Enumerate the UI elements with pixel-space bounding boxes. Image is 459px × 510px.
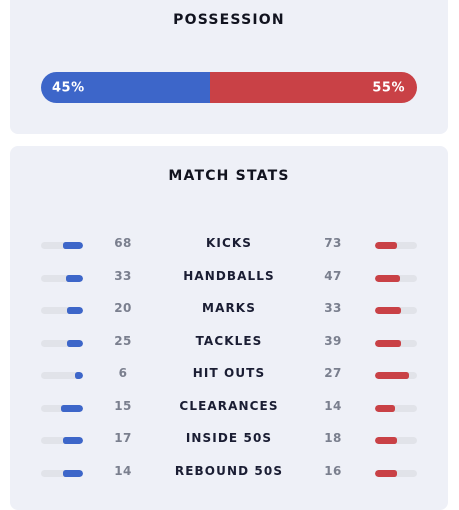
stat-label: MARKS — [202, 301, 256, 315]
home-stat-value: 15 — [114, 398, 132, 413]
away-stat-fill — [375, 274, 400, 282]
away-stat-value: 14 — [324, 398, 342, 413]
stat-row: 33 HANDBALLS 47 — [10, 267, 448, 300]
home-stat-fill — [66, 339, 83, 347]
away-stat-bar — [375, 372, 417, 379]
match-stats-card: MATCH STATS 68 KICKS 73 33 HANDBALLS 47 20 MARK… — [10, 146, 448, 510]
away-stat-bar — [375, 469, 417, 477]
stat-label: HANDBALLS — [183, 268, 275, 283]
stat-label: KICKS — [205, 236, 252, 250]
home-stat-value: 14 — [114, 463, 132, 478]
home-stat-bar — [41, 469, 83, 477]
home-stat-value: 6 — [118, 366, 128, 380]
away-stat-bar — [375, 274, 417, 282]
home-stat-value: 20 — [114, 301, 132, 315]
home-stat-value: 17 — [114, 431, 132, 445]
stat-row: 20 MARKS 33 — [10, 299, 448, 332]
home-stat-bar — [41, 437, 83, 444]
away-stat-bar — [375, 339, 417, 347]
away-stat-bar — [375, 307, 417, 314]
home-stat-fill — [62, 437, 83, 444]
away-stat-bar — [375, 404, 417, 412]
stat-row: 14 REBOUND 50S 16 — [10, 462, 448, 495]
away-stat-fill — [375, 469, 398, 477]
home-stat-bar — [41, 274, 83, 282]
home-stat-fill — [65, 274, 83, 282]
away-stat-value: 18 — [324, 431, 342, 445]
match-stats-title: MATCH STATS — [168, 168, 290, 184]
stat-row: 15 CLEARANCES 14 — [10, 397, 448, 430]
stat-label: TACKLES — [195, 333, 263, 348]
stat-row: 68 KICKS 73 — [10, 234, 448, 267]
home-stat-bar — [41, 372, 83, 379]
stat-label: INSIDE 50S — [185, 431, 273, 445]
home-stat-fill — [75, 372, 83, 379]
stat-label: REBOUND 50S — [174, 463, 284, 478]
home-stat-fill — [61, 404, 83, 412]
away-stat-value: 33 — [324, 301, 342, 315]
home-stat-fill — [67, 307, 83, 314]
home-stat-value: 33 — [114, 268, 132, 283]
away-stat-value: 73 — [324, 236, 342, 250]
away-stat-value: 47 — [324, 268, 342, 283]
stat-label: HIT OUTS — [192, 366, 266, 380]
stat-row: 6 HIT OUTS 27 — [10, 364, 448, 397]
away-stat-fill — [375, 372, 410, 379]
away-stat-value: 39 — [324, 333, 342, 348]
possession-away-segment: 55% — [210, 72, 417, 103]
home-stat-value: 68 — [114, 236, 132, 250]
away-stat-bar — [375, 242, 417, 249]
home-stat-bar — [41, 242, 83, 249]
possession-bar: 45% 55% — [41, 72, 417, 103]
home-stat-value: 25 — [114, 333, 132, 348]
away-stat-fill — [375, 307, 402, 314]
stat-row: 25 TACKLES 39 — [10, 332, 448, 365]
stat-label: CLEARANCES — [179, 398, 279, 413]
home-stat-bar — [41, 339, 83, 347]
possession-away-label: 55% — [372, 80, 405, 95]
match-stats-list: 68 KICKS 73 33 HANDBALLS 47 20 MARKS 33 25 TACKLES… — [10, 234, 448, 494]
away-stat-fill — [375, 404, 396, 412]
possession-home-segment: 45% — [41, 72, 211, 103]
away-stat-value: 16 — [324, 463, 342, 478]
stat-row: 17 INSIDE 50S 18 — [10, 429, 448, 462]
away-stat-fill — [375, 242, 397, 249]
home-stat-fill — [62, 242, 83, 249]
possession-home-label: 45% — [52, 80, 85, 95]
home-stat-bar — [41, 307, 83, 314]
home-stat-bar — [41, 404, 83, 412]
away-stat-value: 27 — [324, 366, 342, 380]
home-stat-fill — [63, 469, 83, 477]
away-stat-fill — [375, 437, 397, 444]
away-stat-fill — [375, 339, 401, 347]
possession-title: POSSESSION — [173, 12, 285, 28]
possession-card: POSSESSION 45% 55% — [10, 0, 448, 134]
away-stat-bar — [375, 437, 417, 444]
